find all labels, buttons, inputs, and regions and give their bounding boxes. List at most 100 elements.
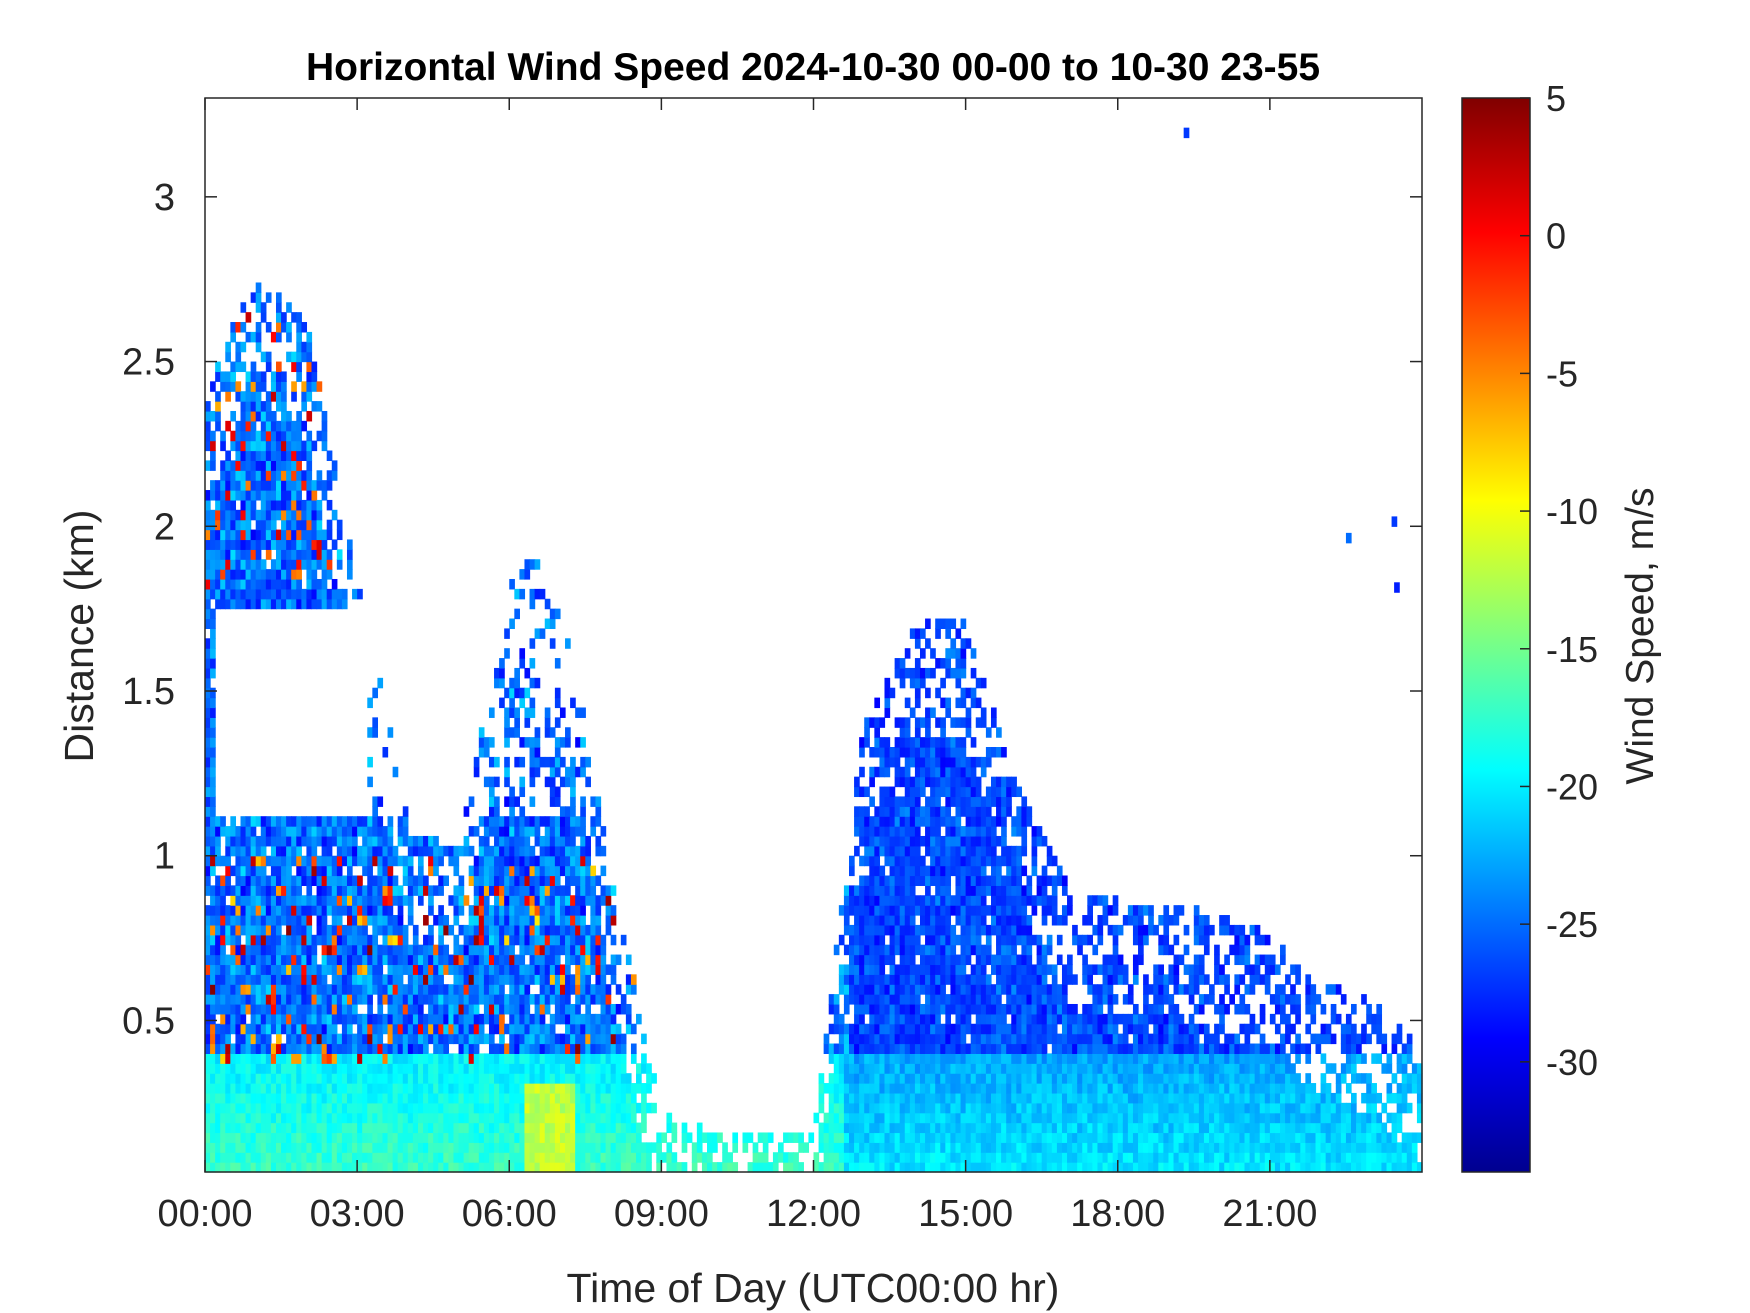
heatmap-cell bbox=[296, 1033, 302, 1045]
heatmap-cell bbox=[554, 964, 561, 975]
heatmap-cell bbox=[732, 1142, 739, 1153]
heatmap-cell bbox=[306, 826, 313, 837]
heatmap-cell bbox=[448, 1162, 455, 1173]
heatmap-cell bbox=[468, 1063, 475, 1074]
heatmap-cell bbox=[859, 1112, 865, 1124]
heatmap-cell bbox=[509, 1092, 515, 1104]
heatmap-cell bbox=[215, 480, 221, 491]
heatmap-cell bbox=[899, 1043, 906, 1054]
heatmap-cell bbox=[240, 598, 247, 610]
heatmap-cell bbox=[362, 1023, 368, 1035]
heatmap-cell bbox=[331, 905, 338, 916]
heatmap-cell bbox=[859, 905, 865, 916]
heatmap-cell bbox=[250, 835, 257, 847]
heatmap-cell bbox=[306, 934, 313, 946]
heatmap-cell bbox=[240, 460, 247, 471]
heatmap-cell bbox=[225, 341, 231, 353]
heatmap-cell bbox=[544, 717, 551, 728]
heatmap-cell bbox=[483, 1132, 490, 1143]
heatmap-cell bbox=[240, 994, 247, 1005]
heatmap-cell bbox=[849, 1023, 855, 1035]
heatmap-cell bbox=[636, 1132, 642, 1143]
heatmap-cell bbox=[879, 1003, 886, 1015]
heatmap-cell bbox=[275, 905, 282, 916]
heatmap-cell bbox=[291, 954, 297, 966]
heatmap-cell bbox=[554, 1112, 561, 1124]
heatmap-cell bbox=[367, 1112, 373, 1124]
heatmap-cell bbox=[270, 331, 277, 343]
heatmap-cell bbox=[235, 588, 242, 600]
heatmap-cell bbox=[884, 1063, 891, 1074]
heatmap-cell bbox=[311, 578, 318, 590]
heatmap-cell bbox=[255, 519, 262, 531]
heatmap-cell bbox=[352, 1083, 358, 1094]
heatmap-cell bbox=[494, 1142, 500, 1153]
heatmap-cell bbox=[742, 1132, 749, 1143]
heatmap-cell bbox=[859, 1102, 865, 1114]
heatmap-cell bbox=[275, 1003, 282, 1015]
heatmap-cell bbox=[544, 865, 551, 877]
heatmap-cell bbox=[210, 974, 216, 985]
heatmap-cell bbox=[930, 915, 936, 926]
heatmap-cell bbox=[534, 727, 541, 738]
heatmap-cell bbox=[854, 1162, 860, 1173]
heatmap-cell bbox=[879, 737, 886, 748]
heatmap-cell bbox=[565, 984, 571, 995]
heatmap-cell bbox=[524, 1023, 531, 1035]
heatmap-cell bbox=[301, 440, 308, 452]
heatmap-cell bbox=[838, 905, 845, 916]
heatmap-cell bbox=[311, 865, 318, 877]
heatmap-cell bbox=[270, 845, 277, 857]
heatmap-cell bbox=[296, 322, 302, 333]
heatmap-cell bbox=[600, 1142, 607, 1153]
heatmap-cell bbox=[945, 1073, 952, 1084]
heatmap-cell bbox=[326, 1083, 333, 1094]
heatmap-cell bbox=[281, 855, 287, 867]
heatmap-cell bbox=[823, 1142, 830, 1153]
heatmap-cell bbox=[945, 618, 952, 630]
heatmap-cell bbox=[610, 1033, 617, 1045]
heatmap-cell bbox=[433, 1102, 439, 1114]
heatmap-cell bbox=[352, 1122, 358, 1134]
heatmap-cell bbox=[940, 806, 946, 817]
heatmap-cell bbox=[565, 964, 571, 975]
heatmap-cell bbox=[889, 835, 896, 847]
heatmap-cell bbox=[534, 1023, 541, 1035]
heatmap-cell bbox=[874, 737, 881, 748]
heatmap-cell bbox=[955, 628, 962, 639]
heatmap-cell bbox=[534, 1152, 541, 1163]
heatmap-cell bbox=[544, 934, 551, 946]
heatmap-cell bbox=[478, 1142, 485, 1153]
heatmap-cell bbox=[904, 875, 911, 886]
heatmap-cell bbox=[488, 806, 495, 817]
heatmap-cell bbox=[473, 915, 480, 926]
heatmap-cell bbox=[914, 924, 921, 936]
heatmap-cell bbox=[291, 1013, 297, 1025]
heatmap-cell bbox=[935, 954, 941, 966]
heatmap-cell bbox=[362, 1013, 368, 1025]
heatmap-cell bbox=[336, 915, 343, 926]
heatmap-cell bbox=[864, 806, 870, 817]
heatmap-cell bbox=[306, 835, 313, 847]
heatmap-cell bbox=[580, 934, 586, 946]
heatmap-cell bbox=[544, 1053, 551, 1064]
heatmap-cell bbox=[980, 816, 987, 827]
heatmap-cell bbox=[914, 628, 921, 639]
heatmap-cell bbox=[240, 480, 247, 491]
heatmap-cell bbox=[950, 1083, 957, 1094]
heatmap-cell bbox=[590, 875, 597, 886]
heatmap-cell bbox=[281, 915, 287, 926]
heatmap-cell bbox=[311, 1023, 318, 1035]
heatmap-cell bbox=[215, 855, 221, 867]
heatmap-cell bbox=[985, 727, 992, 738]
heatmap-cell bbox=[488, 1013, 495, 1025]
heatmap-cell bbox=[230, 371, 237, 382]
heatmap-cell bbox=[377, 895, 384, 906]
heatmap-cell bbox=[701, 1132, 708, 1143]
heatmap-cell bbox=[265, 1043, 272, 1054]
heatmap-cell bbox=[499, 964, 505, 975]
heatmap-cell bbox=[889, 1112, 896, 1124]
heatmap-cell bbox=[590, 1013, 597, 1025]
heatmap-cell bbox=[275, 569, 282, 580]
heatmap-cell bbox=[965, 1043, 972, 1054]
